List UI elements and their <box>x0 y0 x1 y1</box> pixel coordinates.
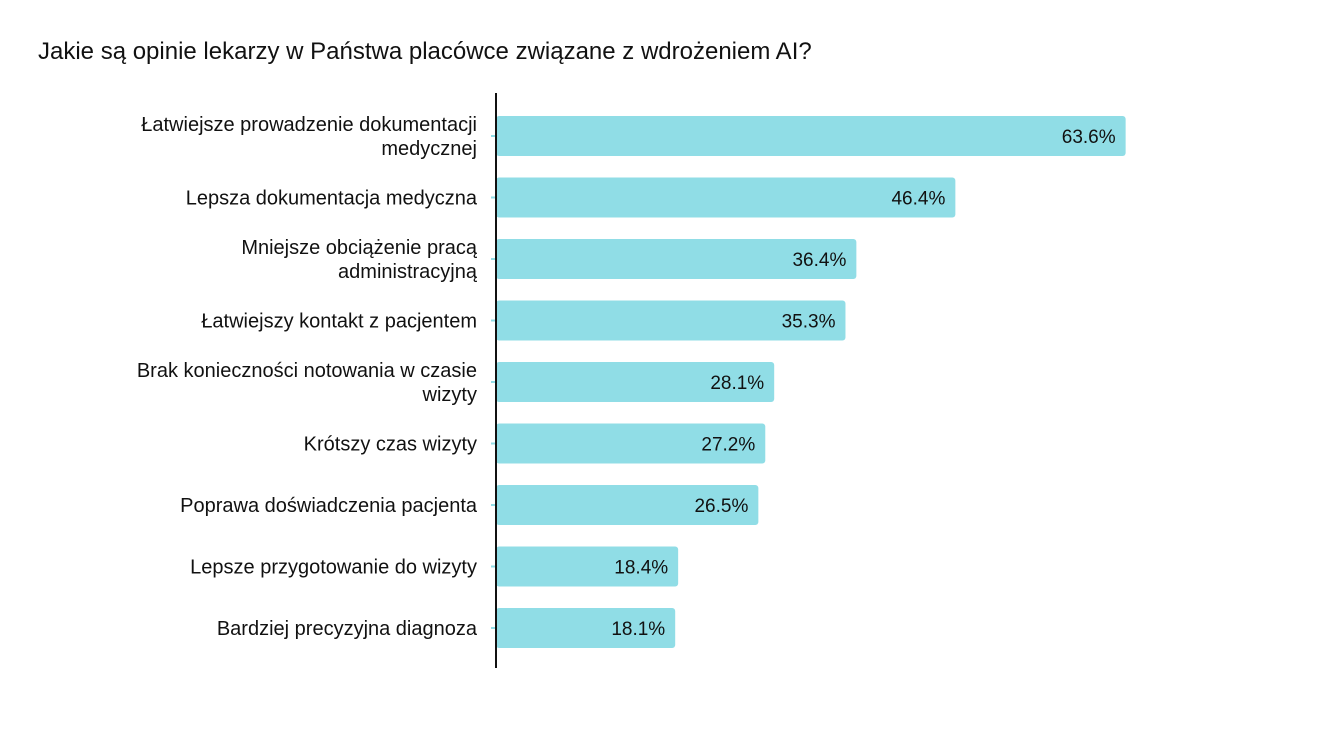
category-label: wizyty <box>422 384 477 406</box>
data-label: 35.3% <box>782 312 836 333</box>
category-label: Brak konieczności notowania w czasie <box>137 360 477 382</box>
category-label: administracyjną <box>338 261 478 283</box>
category-label: Lepsza dokumentacja medyczna <box>186 188 478 210</box>
bar <box>496 239 857 279</box>
data-label: 28.1% <box>710 373 764 394</box>
category-label: Bardziej precyzyjna diagnoza <box>217 618 478 640</box>
category-label: Łatwiejsze prowadzenie dokumentacji <box>141 114 477 136</box>
bar <box>496 116 1126 156</box>
data-label: 46.4% <box>891 189 945 210</box>
category-label: Mniejsze obciążenie pracą <box>241 237 478 259</box>
data-label: 18.1% <box>611 619 665 640</box>
bar <box>496 177 956 218</box>
bar <box>496 546 679 587</box>
bar <box>496 362 775 402</box>
chart-title: Jakie są opinie lekarzy w Państwa placów… <box>38 38 812 65</box>
data-label: 63.6% <box>1062 127 1116 148</box>
data-label: 18.4% <box>614 558 668 579</box>
bar <box>496 485 759 525</box>
category-label: medycznej <box>381 138 477 160</box>
data-label: 27.2% <box>701 435 755 456</box>
bar <box>496 300 846 341</box>
bar <box>496 608 676 648</box>
category-label: Lepsze przygotowanie do wizyty <box>190 557 477 579</box>
bar <box>496 423 766 464</box>
category-label: Łatwiejszy kontakt z pacjentem <box>201 311 477 333</box>
category-label: Poprawa doświadczenia pacjenta <box>180 495 478 517</box>
data-label: 26.5% <box>694 496 748 517</box>
category-label: Krótszy czas wizyty <box>304 434 477 456</box>
data-label: 36.4% <box>792 250 846 271</box>
